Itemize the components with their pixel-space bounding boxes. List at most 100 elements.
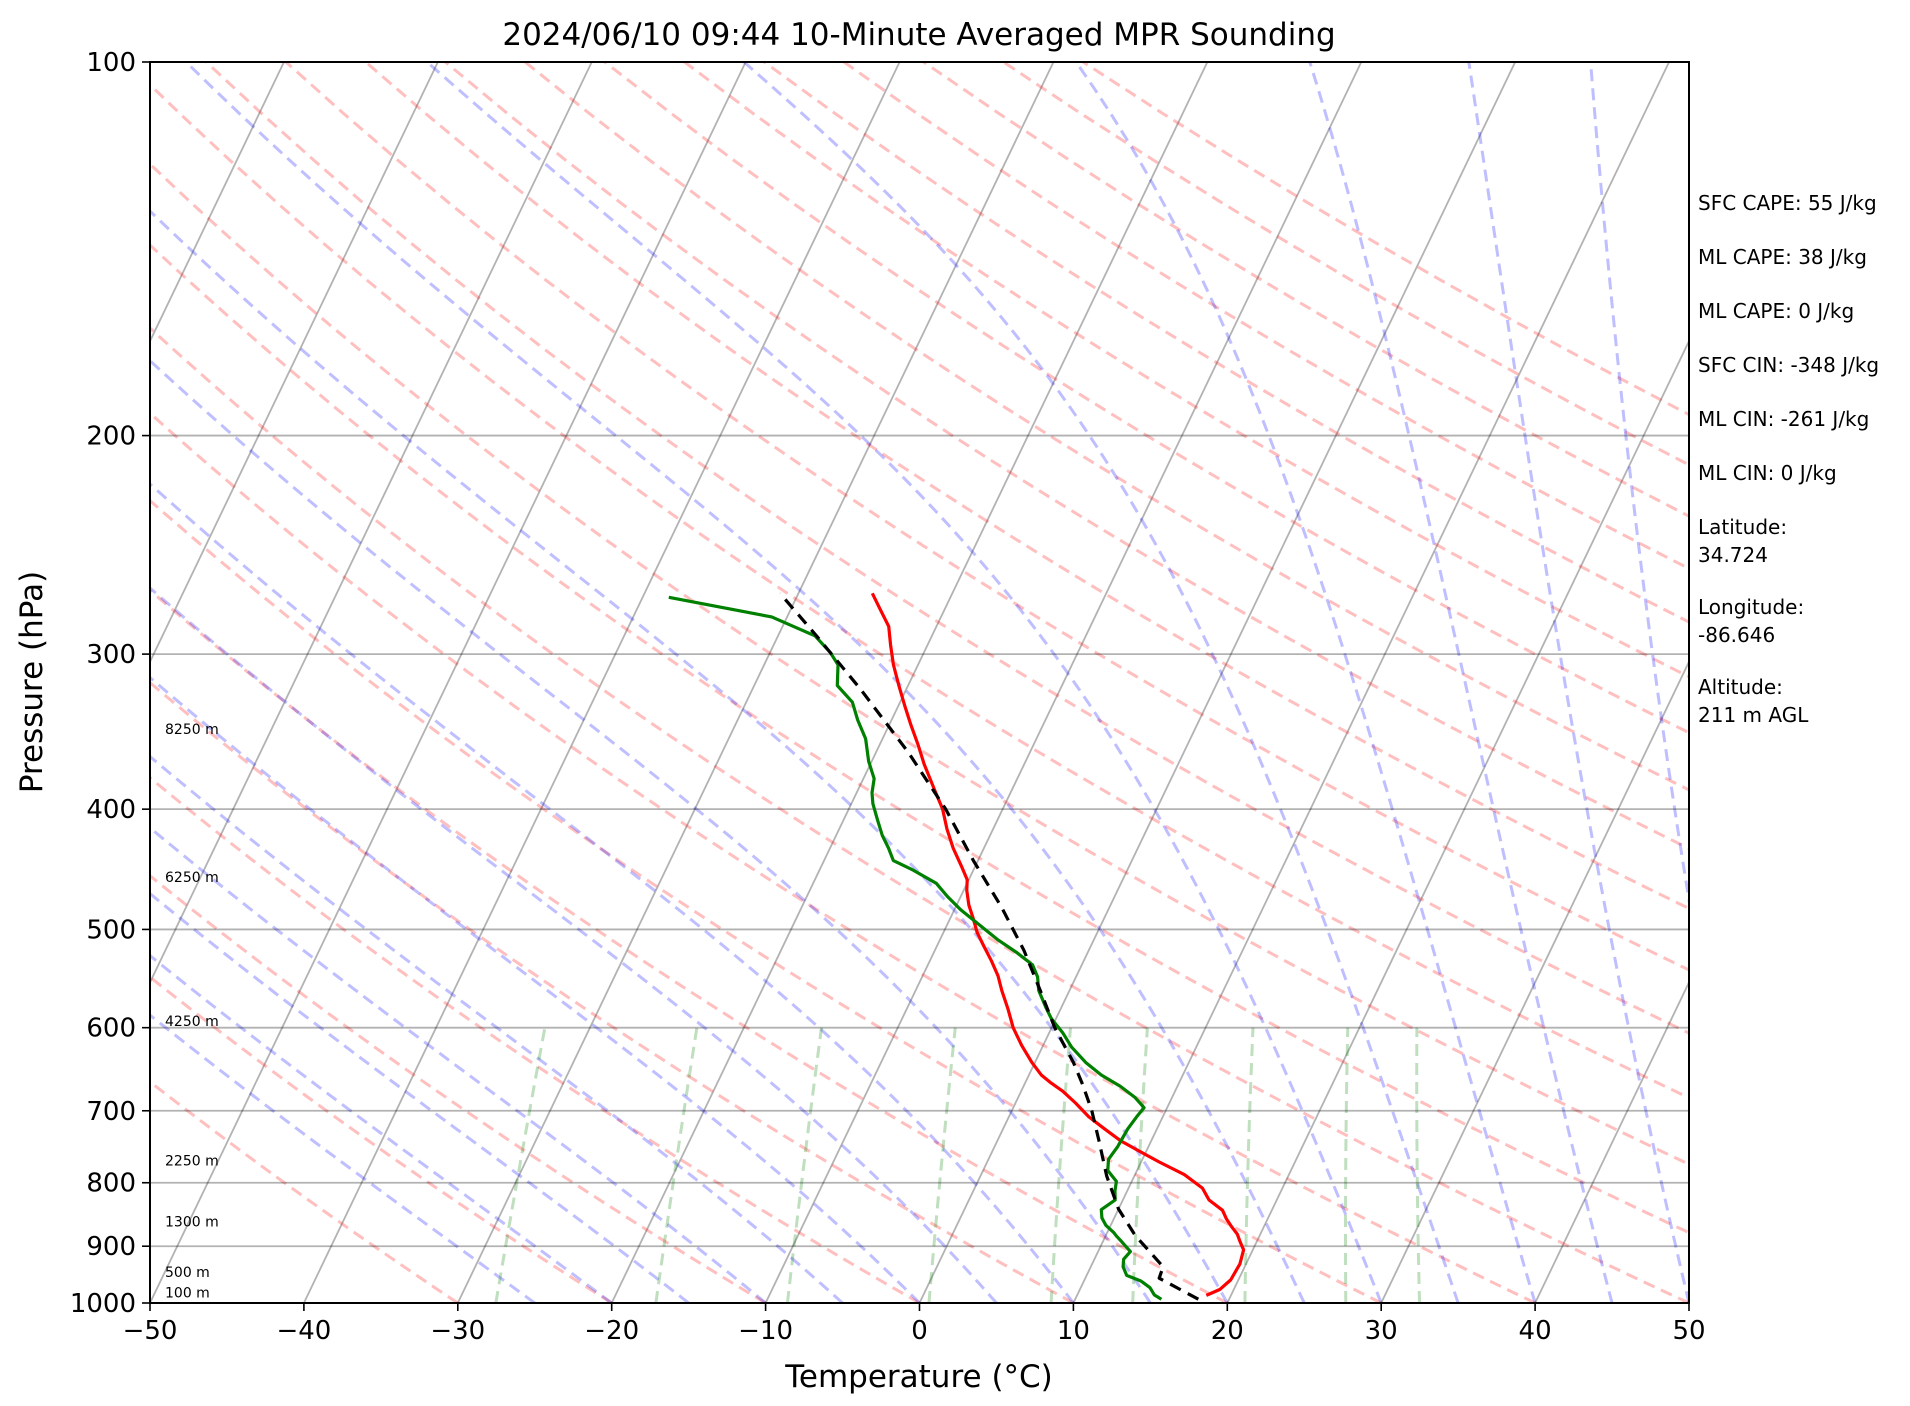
dry-adiabat-line (150, 1079, 459, 1303)
mixing-ratio-line (785, 1027, 823, 1303)
moist-adiabat-line (150, 586, 998, 1303)
mixing-ratio-line (1243, 1027, 1255, 1303)
moist-adiabat-line (426, 62, 1383, 1303)
moist-adiabat-line (150, 891, 690, 1303)
parameter-text: 34.724 (1698, 543, 1768, 567)
x-tick-label: 50 (1672, 1316, 1705, 1346)
parameter-text: Longitude: (1698, 595, 1804, 619)
moist-adiabat-line (1074, 62, 1537, 1303)
parameter-text: SFC CAPE: 55 J/kg (1698, 191, 1877, 215)
y-tick-label: 300 (86, 640, 136, 670)
height-label: 6250 m (165, 870, 219, 886)
moist-adiabat-line (150, 825, 767, 1303)
isotherm-line (456, 62, 1055, 1303)
y-axis: 100 200 300 400 500 600 700 800 900 1000 (70, 48, 150, 1319)
x-axis: −50 −40 −30 −20 −10 0 10 20 30 40 50 (123, 1303, 1706, 1346)
moist-adiabat-line (150, 209, 1229, 1303)
dry-adiabat-line (444, 62, 1689, 851)
height-label: 1300 m (165, 1215, 219, 1231)
dry-adiabat-line (150, 873, 767, 1303)
dry-adiabat-line (150, 243, 1689, 1235)
temperature-line (870, 592, 1246, 1297)
dry-adiabat-line (284, 62, 1689, 972)
dry-adiabat-line (150, 411, 1536, 1303)
x-tick-label: −30 (430, 1316, 485, 1346)
profile-series (668, 592, 1246, 1301)
moist-adiabat-line (150, 754, 844, 1303)
plot-frame (149, 61, 1690, 1304)
height-label: 500 m (165, 1265, 210, 1281)
moist-adiabat-line (743, 62, 1460, 1303)
parameter-text: -86.646 (1698, 623, 1775, 647)
mixing-ratio-line (1415, 1027, 1422, 1303)
mixing-ratio-line (1344, 1027, 1350, 1303)
isotherm-line (1380, 659, 1689, 1303)
y-tick-label: 600 (86, 1014, 136, 1044)
parameter-text: Altitude: (1698, 675, 1783, 699)
dry-adiabat-line (150, 326, 1689, 1303)
x-tick-label: 0 (911, 1316, 928, 1346)
parameter-text: ML CIN: -261 J/kg (1698, 407, 1869, 431)
y-axis-label: Pressure (hPa) (14, 571, 50, 793)
mixing-ratio-line (1049, 1027, 1072, 1303)
mixing-ratio-line (1131, 1027, 1149, 1303)
isotherm-line (150, 62, 747, 1303)
isotherm-line (1226, 339, 1689, 1303)
isotherm-line (1534, 980, 1689, 1303)
x-tick-label: −10 (738, 1316, 793, 1346)
x-tick-label: 10 (1057, 1316, 1090, 1346)
moist-adiabat-line (150, 675, 921, 1303)
dry-adiabat-line (205, 62, 1689, 1035)
moist-adiabat-line (1467, 62, 1689, 1303)
y-tick-label: 400 (86, 795, 136, 825)
dry-adiabat-line (150, 775, 921, 1303)
mixing-ratio-line (654, 1027, 699, 1303)
y-tick-label: 900 (86, 1232, 136, 1262)
x-tick-label: −20 (584, 1316, 639, 1346)
height-label: 2250 m (165, 1154, 219, 1170)
isotherm-line (918, 62, 1516, 1303)
mixing-ratio-line (927, 1027, 957, 1303)
dry-adiabat-line (683, 62, 1689, 679)
height-label: 4250 m (165, 1014, 219, 1030)
moist-adiabat-line (185, 62, 1306, 1303)
dry-adiabat-line (843, 62, 1689, 571)
moist-adiabat-line (1863, 62, 1910, 1303)
y-tick-label: 800 (86, 1169, 136, 1199)
isotherm-line (150, 62, 285, 344)
x-tick-label: 40 (1519, 1316, 1552, 1346)
moist-adiabat-line (150, 1013, 536, 1303)
dry-adiabat-line (150, 82, 1689, 1100)
height-labels: 100 m 500 m 1300 m 2250 m 4250 m 6250 m 8250 m (165, 722, 219, 1301)
x-tick-label: −50 (123, 1316, 178, 1346)
x-tick-label: 20 (1211, 1316, 1244, 1346)
y-tick-label: 100 (86, 48, 136, 78)
y-tick-label: 700 (86, 1097, 136, 1127)
dry-adiabat-line (150, 162, 1689, 1166)
isotherm-line (764, 62, 1363, 1303)
dry-adiabat-line (150, 680, 1075, 1303)
y-tick-label: 200 (86, 422, 136, 452)
dry-adiabat-line (524, 62, 1689, 792)
x-tick-label: 30 (1365, 1316, 1398, 1346)
height-label: 100 m (165, 1286, 210, 1302)
isotherm-line (1072, 62, 1670, 1303)
parameter-text: SFC CIN: -348 J/kg (1698, 353, 1879, 377)
isotherm-line (150, 62, 593, 985)
dry-adiabat-line (150, 975, 613, 1303)
moist-adiabat-line (150, 953, 613, 1303)
isotherm-line (150, 62, 439, 664)
parameter-text: ML CAPE: 38 J/kg (1698, 245, 1867, 269)
moist-adiabat-line (150, 482, 1075, 1303)
x-tick-label: −40 (276, 1316, 331, 1346)
parameter-text: ML CAPE: 0 J/kg (1698, 299, 1854, 323)
parameter-text: ML CIN: 0 J/kg (1698, 461, 1837, 485)
parcel-line (778, 592, 1200, 1301)
x-axis-label: Temperature (°C) (784, 1359, 1053, 1395)
isotherm-line (303, 62, 901, 1303)
isotherm-line (610, 62, 1209, 1303)
parameter-text: 211 m AGL (1698, 703, 1809, 727)
moist-adiabat-line (1308, 62, 1614, 1303)
dewpoint-line (668, 595, 1163, 1301)
